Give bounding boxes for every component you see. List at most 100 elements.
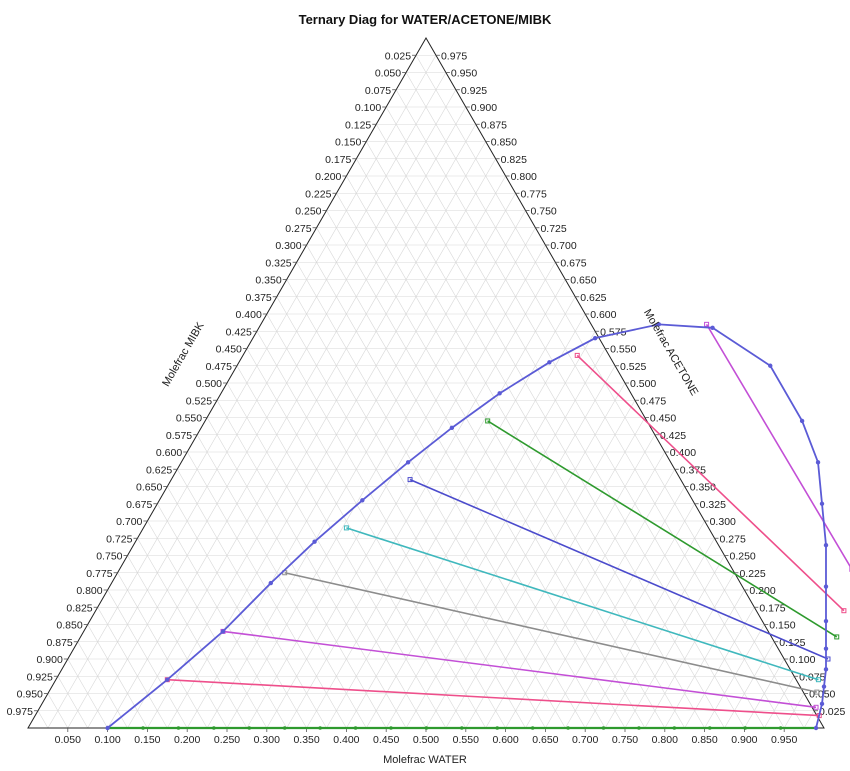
left-tick-label: 0.525 — [186, 395, 212, 407]
left-tick-label: 0.225 — [305, 188, 331, 200]
grid-line — [724, 641, 775, 729]
grid-line — [127, 124, 477, 729]
grid-line — [316, 227, 606, 729]
x-tick-label: 0.950 — [771, 734, 797, 746]
grid-line — [97, 607, 168, 729]
right-tick-label: 0.900 — [471, 102, 497, 114]
x-tick-label: 0.250 — [214, 734, 240, 746]
binodal-point — [768, 363, 773, 368]
grid-line — [107, 589, 188, 729]
right-tick-label: 0.725 — [540, 223, 566, 235]
grid-line — [206, 193, 516, 729]
base-line-marker — [353, 726, 358, 730]
base-line-marker — [672, 726, 677, 730]
grid-line — [87, 89, 457, 729]
x-tick-label: 0.900 — [731, 734, 757, 746]
tie-line — [284, 571, 818, 693]
binodal-point — [220, 629, 226, 634]
base-line-marker — [743, 726, 747, 730]
right-tick-label: 0.850 — [491, 137, 517, 149]
x-tick-label: 0.500 — [413, 734, 439, 746]
right-tick-label: 0.800 — [511, 171, 537, 183]
right-tick-label: 0.325 — [700, 499, 726, 511]
left-tick-label: 0.375 — [245, 292, 271, 304]
right-tick-label: 0.975 — [441, 50, 467, 62]
base-line-marker — [212, 726, 216, 730]
base-line-marker — [141, 726, 145, 730]
grid-line — [216, 400, 407, 729]
right-tick-label: 0.700 — [550, 240, 576, 252]
binodal-point — [405, 460, 411, 465]
x-tick-label: 0.850 — [691, 734, 717, 746]
tie-line-endpoint — [841, 608, 847, 614]
grid-line — [744, 658, 785, 729]
grid-line — [87, 624, 148, 729]
tie-line — [705, 323, 850, 568]
right-tick-label: 0.025 — [819, 706, 845, 718]
ternary-grid — [37, 54, 815, 729]
base-line-marker — [601, 726, 606, 730]
left-tick-label: 0.500 — [196, 378, 222, 390]
x-tick-label: 0.800 — [652, 734, 678, 746]
x-tick-label: 0.200 — [174, 734, 200, 746]
left-tick-label: 0.650 — [136, 482, 162, 494]
binodal-point — [710, 325, 715, 330]
left-tick-label: 0.775 — [86, 568, 112, 580]
x-tick-label: 0.550 — [453, 734, 479, 746]
right-tick-label: 0.750 — [531, 206, 557, 218]
grid-line — [604, 538, 715, 729]
left-tick-label: 0.150 — [335, 137, 361, 149]
series-layer — [105, 321, 850, 731]
base-line-marker — [318, 726, 322, 730]
grid-line — [286, 279, 546, 729]
left-tick-label: 0.975 — [7, 706, 33, 718]
tie-line-endpoint — [574, 352, 580, 358]
grid-line — [67, 658, 108, 729]
right-tick-label: 0.675 — [560, 257, 586, 269]
binodal-point — [819, 701, 825, 707]
right-tick-label: 0.825 — [501, 154, 527, 166]
right-tick-label: 0.150 — [769, 620, 795, 632]
x-tick-label: 0.100 — [94, 734, 120, 746]
binodal-point — [821, 684, 827, 689]
grid-line — [206, 417, 387, 729]
right-tick-label: 0.625 — [580, 292, 606, 304]
binodal-point — [656, 322, 662, 327]
tie-line-endpoint — [814, 689, 820, 695]
grid-line — [336, 193, 646, 729]
binodal-point — [105, 725, 110, 731]
chart-title: Ternary Diag for WATER/ACETONE/MIBK — [299, 12, 552, 27]
grid-line — [286, 262, 556, 729]
grid-line — [326, 296, 576, 729]
x-tick-label: 0.050 — [55, 734, 81, 746]
left-tick-label: 0.550 — [176, 413, 202, 425]
tie-line-endpoint — [815, 677, 821, 683]
left-tick-label: 0.800 — [76, 585, 102, 597]
right-tick-label: 0.275 — [720, 533, 746, 545]
left-tick-label: 0.250 — [295, 206, 321, 218]
x-tick-label: 0.350 — [293, 734, 319, 746]
right-tick-label: 0.525 — [620, 361, 646, 373]
tie-line — [409, 478, 829, 660]
tie-line-endpoint — [834, 634, 840, 640]
grid-line — [256, 331, 486, 729]
left-tick-label: 0.700 — [116, 516, 142, 528]
left-tick-label: 0.750 — [96, 551, 122, 563]
right-tick-label: 0.950 — [451, 68, 477, 80]
right-tick-label: 0.100 — [789, 654, 815, 666]
grid-line — [783, 693, 805, 729]
x-tick-label: 0.700 — [572, 734, 598, 746]
base-line-marker — [707, 726, 712, 730]
base-line-marker — [247, 726, 252, 730]
left-tick-label: 0.950 — [17, 689, 43, 701]
base-line-marker — [637, 726, 641, 730]
grid-line — [375, 124, 725, 729]
base-line-marker — [566, 726, 570, 730]
grid-line — [356, 158, 685, 729]
left-tick-label: 0.075 — [365, 85, 391, 97]
grid-line — [415, 55, 805, 729]
tie-line — [222, 630, 817, 709]
tie-line-endpoint — [704, 321, 710, 327]
base-line-marker — [530, 726, 535, 730]
